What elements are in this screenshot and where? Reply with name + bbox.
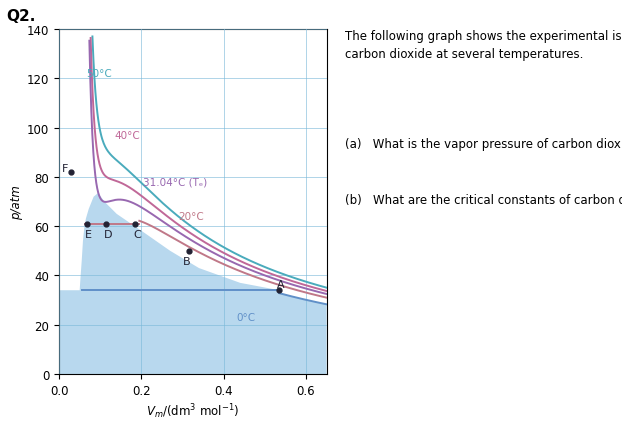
Text: 40°C: 40°C [114, 130, 141, 140]
X-axis label: $V_m$/(dm$^3$ mol$^{-1}$): $V_m$/(dm$^3$ mol$^{-1}$) [146, 401, 239, 420]
Text: (b)   What are the critical constants of carbon dioxide?: (b) What are the critical constants of c… [345, 194, 622, 206]
Text: Q2.: Q2. [6, 9, 35, 24]
Text: A: A [277, 279, 285, 289]
Text: 0°C: 0°C [236, 312, 255, 322]
Text: B: B [182, 257, 190, 267]
Polygon shape [59, 194, 327, 374]
Text: The following graph shows the experimental isotherms of
carbon dioxide at severa: The following graph shows the experiment… [345, 30, 622, 61]
Text: 20°C: 20°C [179, 211, 204, 221]
Y-axis label: p/atm: p/atm [10, 185, 23, 219]
Text: C: C [133, 230, 141, 240]
Text: 31.04°C (Tₑ): 31.04°C (Tₑ) [144, 177, 208, 187]
Text: D: D [103, 230, 112, 240]
Text: F: F [62, 163, 68, 173]
Text: (a)   What is the vapor pressure of carbon dioxide at 0°C?: (a) What is the vapor pressure of carbon… [345, 138, 622, 150]
Text: 50°C: 50°C [86, 69, 111, 79]
Text: E: E [85, 230, 92, 240]
